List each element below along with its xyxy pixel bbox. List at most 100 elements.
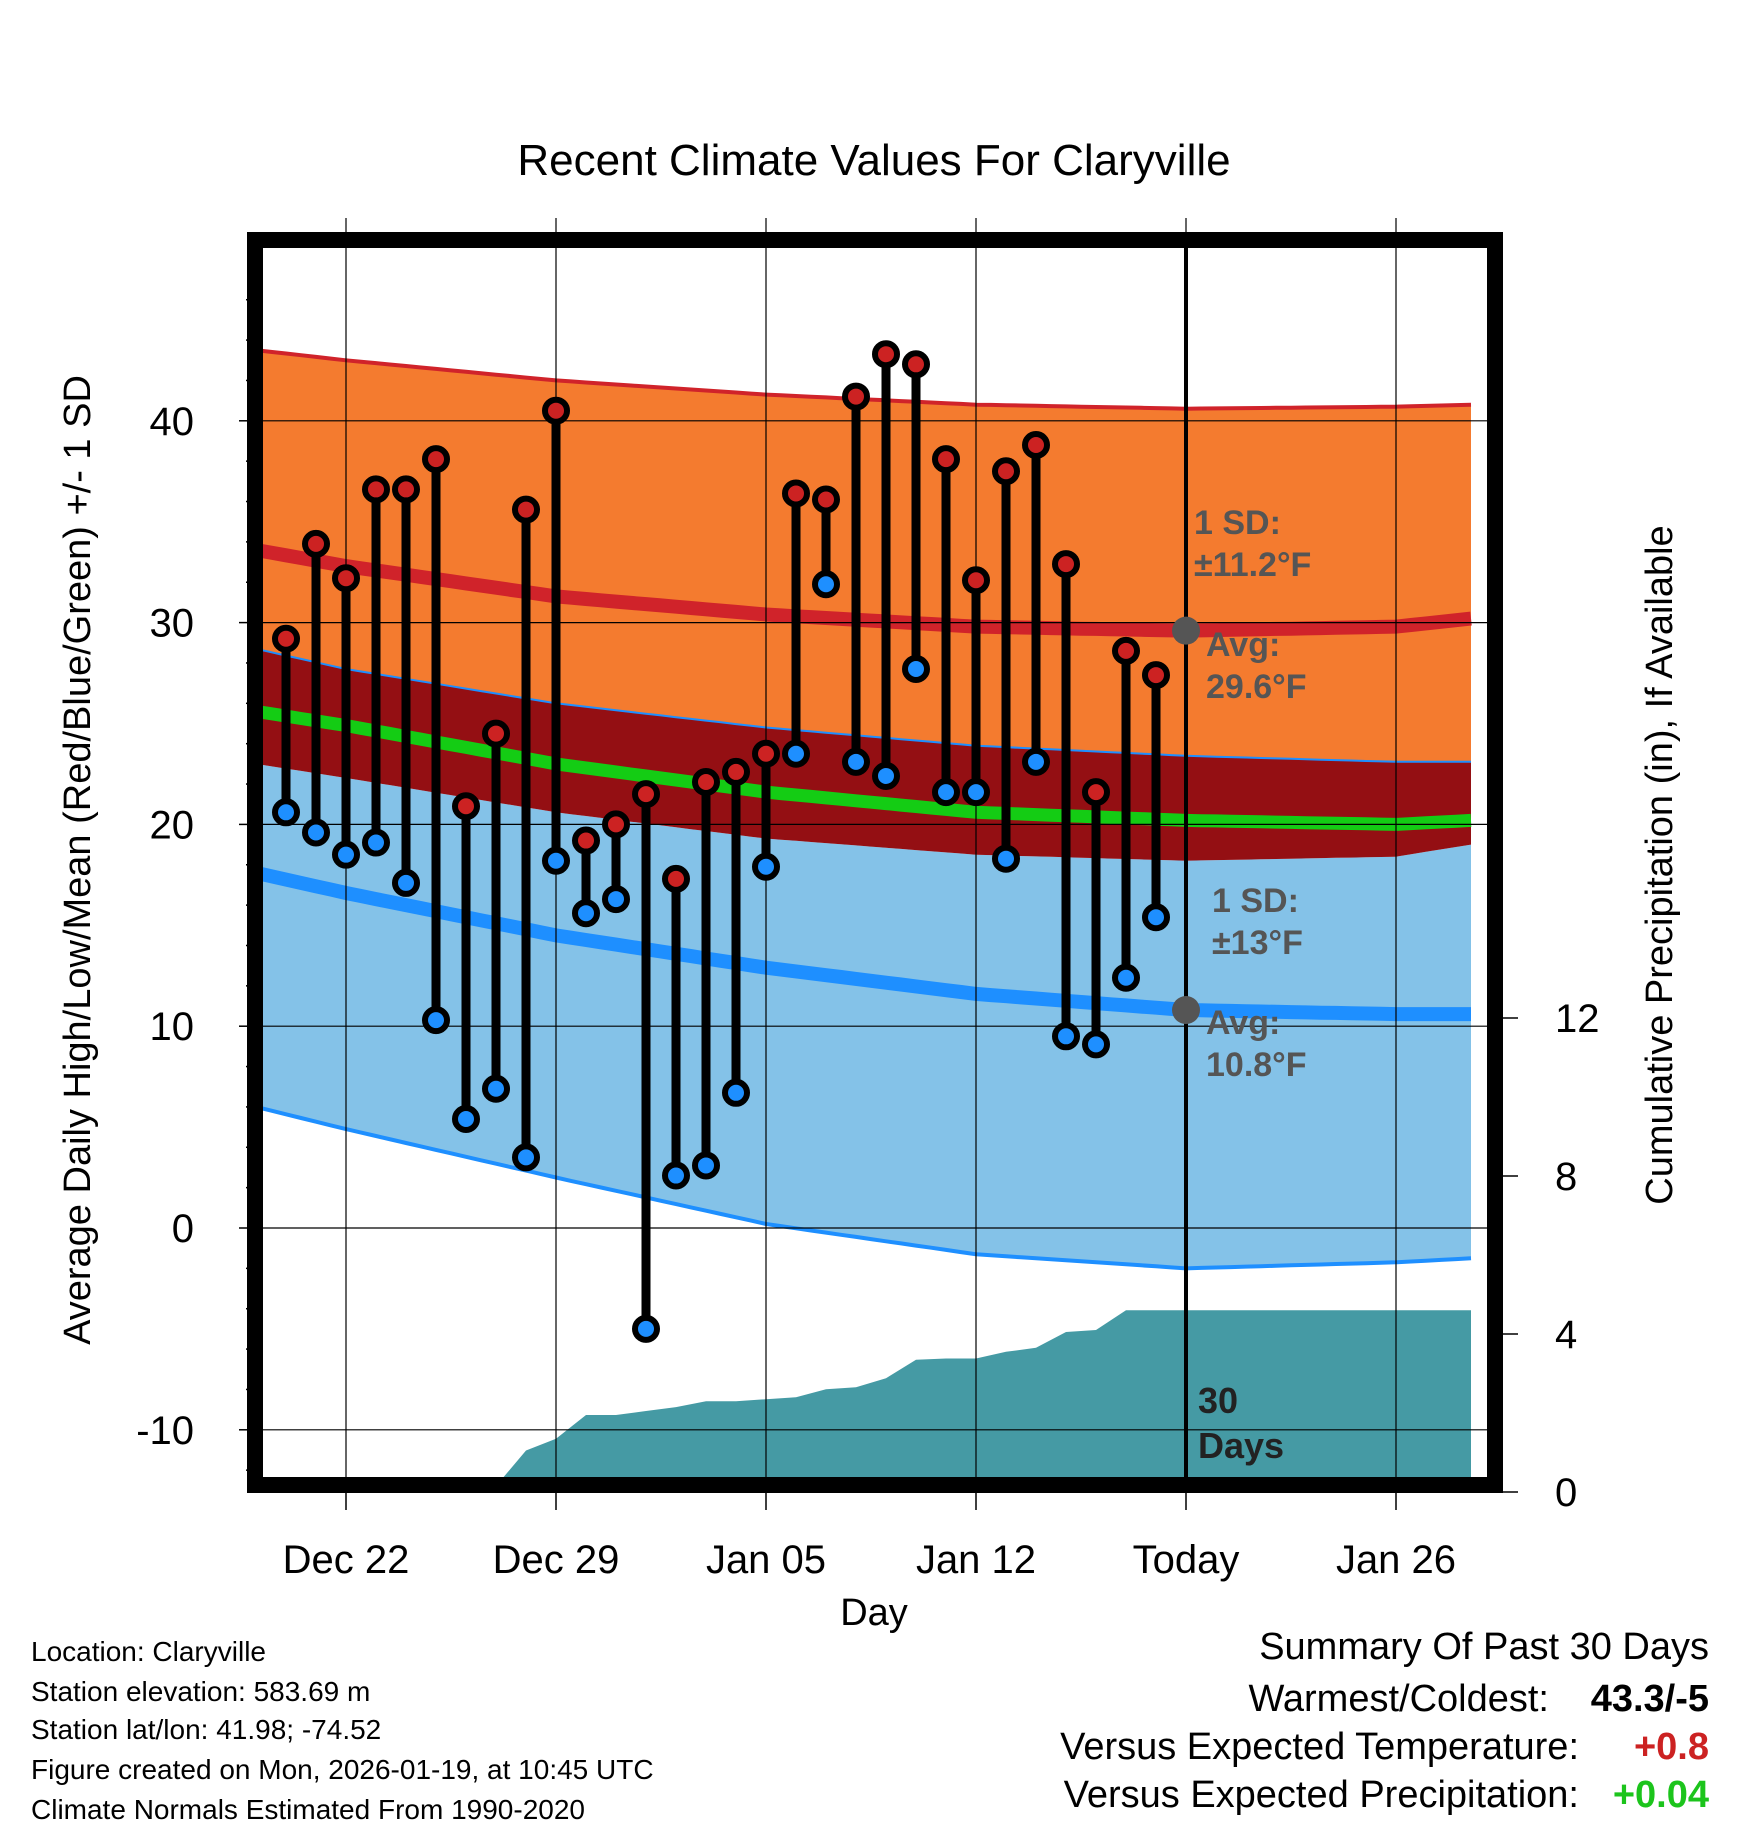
obs-high-point: [302, 529, 330, 558]
obs-high-point: [1022, 431, 1050, 460]
x-tick-label: Jan 12: [916, 1538, 1036, 1582]
y-tick-label: 0: [172, 1207, 194, 1251]
obs-low-point: [512, 1143, 540, 1172]
summary-temp-value: +0.8: [1633, 1726, 1709, 1768]
obs-low-point: [572, 899, 600, 928]
today-low-avg-marker: [1172, 996, 1200, 1025]
y-tick-label: 30: [150, 602, 195, 646]
summary-precipitation: Versus Expected Precipitation: +0.04: [1064, 1776, 1709, 1814]
obs-high-point: [512, 495, 540, 524]
obs-low-point: [482, 1074, 510, 1103]
obs-low-point: [842, 747, 870, 776]
days-label: 30: [1198, 1380, 1238, 1421]
obs-low-point: [662, 1161, 690, 1190]
summary-temperature: Versus Expected Temperature: +0.8: [1060, 1728, 1709, 1766]
obs-low-point: [632, 1314, 660, 1343]
obs-low-point: [272, 798, 300, 827]
obs-high-point: [1112, 636, 1140, 665]
precip-area: [256, 1310, 1471, 1492]
low-mean-line: [254, 865, 1471, 1022]
y2-tick-label: 0: [1555, 1471, 1577, 1515]
info-normals: Climate Normals Estimated From 1990-2020: [31, 1794, 585, 1825]
mean-mean-line: [255, 704, 1472, 831]
obs-low-point: [1142, 903, 1170, 932]
obs-low-point: [692, 1151, 720, 1180]
obs-low-point: [602, 885, 630, 914]
plot-frame: [247, 232, 1503, 1493]
precipitation-area: [256, 1310, 1471, 1492]
obs-low-point: [302, 818, 330, 847]
summary-warmest-coldest-label: Warmest/Coldest:: [1248, 1678, 1549, 1720]
obs-low-point: [722, 1078, 750, 1107]
summary-warmest-coldest: Warmest/Coldest: 43.3/-5: [1248, 1680, 1709, 1718]
obs-high-point: [1142, 661, 1170, 690]
low-sd-lower-line: [255, 1104, 1472, 1271]
y-tick-label: 40: [150, 400, 195, 444]
obs-high-point: [452, 792, 480, 821]
high-mean-line: [254, 543, 1472, 638]
info-location: Location: Claryville: [31, 1636, 266, 1667]
y2-tick-label: 4: [1555, 1313, 1577, 1357]
obs-low-point: [362, 828, 390, 857]
summary-temp-label: Versus Expected Temperature:: [1060, 1726, 1579, 1768]
low-sd-annotation: ±13°F: [1212, 924, 1303, 962]
x-tick-label: Dec 22: [283, 1538, 410, 1582]
summary-title: Summary Of Past 30 Days: [1259, 1626, 1709, 1668]
obs-low-point: [392, 868, 420, 897]
obs-high-point: [1052, 550, 1080, 579]
obs-low-point: [542, 846, 570, 875]
summary-precip-label: Versus Expected Precipitation:: [1063, 1774, 1579, 1816]
obs-high-point: [872, 340, 900, 369]
obs-high-point: [422, 445, 450, 474]
x-tick-label: Today: [1133, 1538, 1240, 1582]
y-axis-label: Average Daily High/Low/Mean (Red/Blue/Gr…: [57, 375, 99, 1345]
obs-low-point: [872, 761, 900, 790]
info-elevation: Station elevation: 583.69 m: [31, 1676, 371, 1707]
obs-high-point: [542, 396, 570, 425]
obs-high-point: [1082, 778, 1110, 807]
obs-low-point: [992, 844, 1020, 873]
obs-high-point: [752, 739, 780, 768]
obs-high-point: [842, 382, 870, 411]
obs-high-point: [722, 757, 750, 786]
high-sd-lower-line: [255, 647, 1471, 763]
obs-low-point: [962, 778, 990, 807]
x-tick-label: Jan 26: [1336, 1538, 1456, 1582]
x-tick-label: Jan 05: [706, 1538, 826, 1582]
today-high-avg-marker: [1172, 616, 1200, 645]
high-avg-annotation: 29.6°F: [1206, 668, 1307, 706]
obs-high-point: [902, 350, 930, 379]
low-sd-annotation: 1 SD:: [1212, 882, 1299, 920]
obs-low-point: [452, 1105, 480, 1134]
y2-tick-label: 8: [1555, 1155, 1577, 1199]
summary-warmest-coldest-value: 43.3/-5: [1590, 1678, 1709, 1720]
obs-high-point: [962, 566, 990, 595]
obs-low-point: [782, 739, 810, 768]
obs-low-point: [1112, 963, 1140, 992]
axes: -10 0 10 20 30 40 0 4 8 12 Dec 22 Dec 29 Jan 05 Jan 1…: [136, 232, 1600, 1582]
summary-precip-value: +0.04: [1612, 1774, 1709, 1816]
y2-tick-label: 12: [1555, 997, 1600, 1041]
obs-high-point: [332, 564, 360, 593]
days-label: Days: [1198, 1425, 1284, 1466]
obs-high-point: [782, 479, 810, 508]
low-avg-annotation: Avg:: [1206, 1004, 1280, 1042]
obs-low-point: [1022, 747, 1050, 776]
chart-title: Recent Climate Values For Claryville: [517, 136, 1230, 185]
high-sd-annotation: ±11.2°F: [1194, 546, 1311, 584]
x-tick-label: Dec 29: [493, 1538, 620, 1582]
high-sd-annotation: 1 SD:: [1194, 504, 1281, 542]
high-avg-annotation: Avg:: [1206, 626, 1280, 664]
obs-low-point: [812, 570, 840, 599]
obs-high-point: [572, 826, 600, 855]
obs-low-point: [1052, 1022, 1080, 1051]
x-axis-label: Day: [840, 1592, 908, 1634]
obs-high-point: [992, 457, 1020, 486]
obs-low-point: [752, 852, 780, 881]
obs-low-point: [332, 840, 360, 869]
y-tick-label: 10: [150, 1005, 195, 1049]
obs-high-point: [932, 445, 960, 474]
obs-high-point: [632, 780, 660, 809]
y-tick-label: 20: [150, 803, 195, 847]
